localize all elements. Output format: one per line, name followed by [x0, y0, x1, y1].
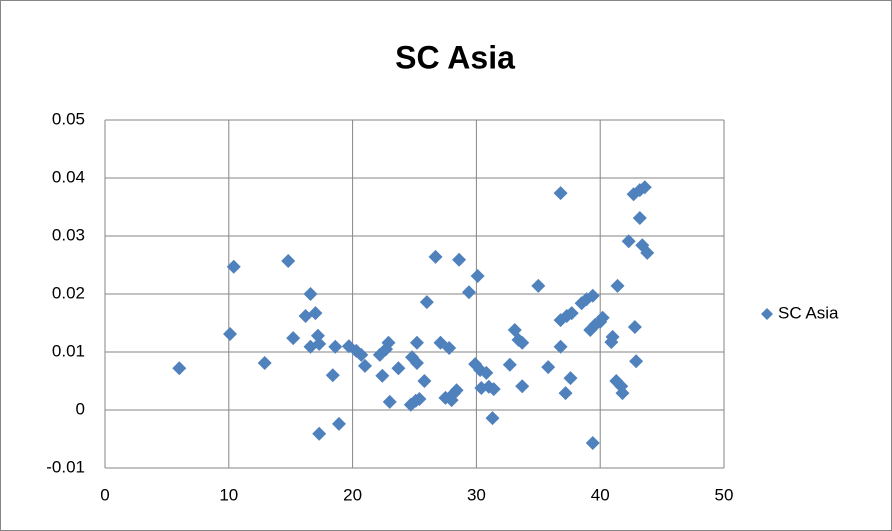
- point: [553, 339, 568, 354]
- point: [541, 360, 556, 375]
- point: [479, 365, 494, 380]
- point: [531, 278, 546, 293]
- point: [515, 335, 530, 350]
- point: [331, 416, 346, 431]
- point: [226, 259, 241, 274]
- point: [257, 356, 272, 371]
- point: [452, 252, 467, 267]
- legend-marker: [761, 308, 773, 320]
- y-tick-label: -0.01: [46, 457, 85, 476]
- point: [637, 180, 652, 195]
- point: [585, 436, 600, 451]
- point: [281, 253, 296, 268]
- point: [595, 310, 610, 325]
- point: [610, 278, 625, 293]
- x-tick-label: 0: [100, 485, 109, 504]
- point: [640, 245, 655, 260]
- point: [605, 329, 620, 344]
- point: [442, 340, 457, 355]
- point: [303, 287, 318, 301]
- point: [632, 211, 647, 226]
- y-tick-label: 0.03: [52, 225, 85, 244]
- point: [558, 386, 573, 401]
- point: [502, 357, 517, 372]
- x-tick-label: 50: [715, 485, 734, 504]
- point: [223, 327, 238, 342]
- point: [354, 347, 369, 362]
- point: [325, 368, 340, 383]
- point: [621, 234, 636, 249]
- chart-title: SC Asia: [395, 39, 515, 75]
- y-tick-label: 0.04: [52, 167, 85, 186]
- point: [172, 361, 187, 376]
- point: [312, 336, 327, 351]
- x-tick-label: 30: [467, 485, 486, 504]
- point: [417, 374, 432, 388]
- point: [515, 379, 530, 394]
- point: [375, 368, 390, 383]
- point: [629, 354, 644, 369]
- point: [381, 335, 396, 350]
- point: [486, 382, 501, 397]
- point: [485, 411, 500, 426]
- point: [553, 186, 568, 201]
- y-tick-label: 0.01: [52, 341, 85, 360]
- y-tick-label: 0.02: [52, 283, 85, 302]
- y-tick-label: 0.05: [52, 109, 85, 128]
- x-tick-label: 40: [591, 485, 610, 504]
- point: [428, 249, 443, 264]
- point: [585, 288, 600, 303]
- point: [286, 331, 301, 346]
- legend-label: SC Asia: [778, 303, 839, 322]
- point: [312, 426, 327, 441]
- point: [391, 361, 406, 376]
- point: [409, 335, 424, 350]
- point: [419, 295, 434, 310]
- point: [563, 371, 578, 386]
- point: [564, 306, 579, 321]
- x-tick-label: 20: [343, 485, 362, 504]
- point: [382, 394, 397, 409]
- point: [409, 356, 424, 371]
- point: [412, 391, 427, 406]
- point: [308, 306, 323, 321]
- point: [298, 309, 313, 324]
- x-tick-label: 10: [219, 485, 238, 504]
- point: [328, 339, 343, 354]
- point: [461, 285, 476, 300]
- point: [357, 358, 372, 373]
- point: [615, 386, 630, 401]
- point: [627, 320, 642, 335]
- y-tick-label: 0: [76, 399, 85, 418]
- point: [470, 269, 485, 284]
- point: [449, 383, 464, 398]
